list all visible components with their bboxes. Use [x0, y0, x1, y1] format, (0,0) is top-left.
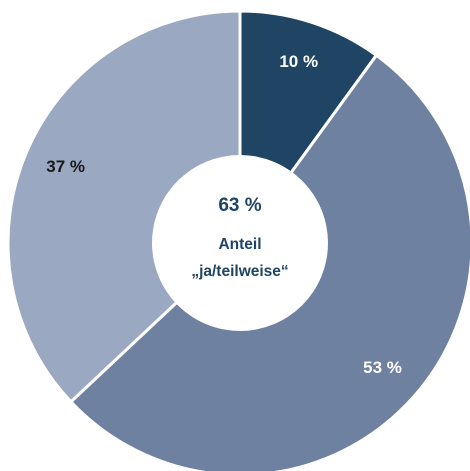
center-label-line1: Anteil	[218, 236, 261, 253]
pie-slice-2	[6, 9, 242, 404]
slice-data-label-2: 37 %	[46, 157, 85, 176]
center-label-line2: „ja/teilweise“	[191, 263, 288, 280]
center-value: 63 %	[218, 195, 261, 216]
donut-center-hole	[152, 155, 328, 331]
slice-data-label-0: 10 %	[279, 52, 318, 71]
slice-data-label-1: 53 %	[363, 358, 402, 377]
slice-labels: 10 % 53 % 37 %	[46, 52, 402, 377]
